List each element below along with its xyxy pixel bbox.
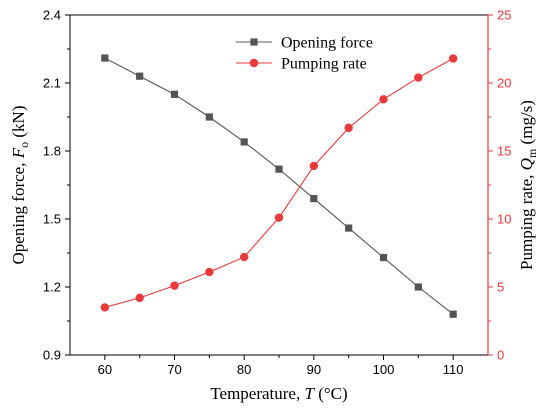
- legend-opening-force-marker: [250, 38, 258, 46]
- x-tick-label: 110: [443, 362, 464, 377]
- opening-force-point: [310, 195, 318, 203]
- x-tick-label: 90: [307, 362, 321, 377]
- right-y-axis-title: Pumping rate, Qm (mg/s): [517, 100, 539, 270]
- left-y-tick-label: 1.5: [43, 212, 61, 227]
- right-y-tick-label: 25: [497, 8, 511, 23]
- right-y-axis-title-text: Pumping rate,: [517, 170, 536, 270]
- opening-force-point: [240, 138, 248, 146]
- x-tick-label: 60: [98, 362, 112, 377]
- right-y-axis-title-variable: Q: [517, 158, 536, 170]
- x-tick-label: 80: [237, 362, 251, 377]
- opening-force-line: [104, 57, 454, 315]
- left-y-tick-label: 1.8: [43, 144, 61, 159]
- x-axis-title-text: Temperature,: [210, 384, 304, 403]
- opening-force-point: [205, 113, 213, 121]
- left-y-tick-label: 2.1: [43, 76, 61, 91]
- right-y-tick-label: 0: [497, 348, 504, 363]
- opening-force-point: [379, 253, 388, 262]
- pumping-rate-line: [104, 58, 454, 308]
- pumping-rate-point: [414, 73, 423, 82]
- legend-opening-force-label: Opening force: [281, 35, 373, 52]
- right-y-tick-label: 15: [497, 144, 511, 159]
- left-y-axis-title-text: Opening force,: [9, 158, 28, 264]
- left-y-axis-title: Opening force, Fo (kN): [9, 106, 31, 265]
- opening-force-point: [449, 310, 457, 318]
- legend-pumping-rate-marker: [249, 58, 259, 68]
- x-tick-label: 100: [373, 362, 395, 377]
- x-axis-title-variable: T: [304, 384, 315, 403]
- pumping-rate-point: [274, 213, 284, 222]
- x-axis-title-unit: (°C): [314, 384, 348, 403]
- pumping-rate-point: [135, 293, 144, 303]
- left-y-tick-label: 2.4: [43, 8, 61, 23]
- left-y-axis-title-subscript: o: [17, 142, 31, 148]
- left-y-axis-title-variable: F: [9, 147, 28, 159]
- x-tick-label: 70: [167, 362, 181, 377]
- pumping-rate-point: [379, 95, 388, 104]
- pumping-rate-point: [309, 161, 319, 171]
- pumping-rate-point: [205, 267, 214, 277]
- opening-force-point: [101, 54, 109, 62]
- pumping-rate-point: [448, 54, 458, 63]
- pumping-rate-point: [239, 252, 249, 262]
- right-y-axis-title-subscript: m: [525, 148, 539, 158]
- pumping-rate-point: [344, 123, 353, 133]
- opening-force-point: [170, 90, 179, 98]
- left-y-tick-label: 0.9: [43, 348, 61, 363]
- right-y-axis-title-unit: (mg/s): [517, 100, 536, 149]
- right-y-tick-label: 5: [497, 280, 504, 295]
- opening-force-point: [345, 224, 353, 232]
- opening-force-point: [275, 165, 283, 173]
- legend: Opening force Pumping rate: [236, 35, 373, 73]
- opening-force-point: [136, 72, 144, 80]
- left-y-tick-label: 1.2: [43, 280, 61, 295]
- right-y-tick-label: 20: [497, 76, 511, 91]
- pumping-rate-point: [170, 281, 179, 290]
- x-axis-title: Temperature, T (°C): [210, 384, 347, 403]
- opening-force-point: [414, 283, 422, 291]
- left-y-axis-title-unit: (kN): [9, 106, 28, 142]
- right-y-tick-label: 10: [497, 212, 511, 227]
- plot-frame: [69, 14, 489, 356]
- pumping-rate-point: [100, 303, 110, 312]
- legend-pumping-rate-label: Pumping rate: [281, 56, 367, 73]
